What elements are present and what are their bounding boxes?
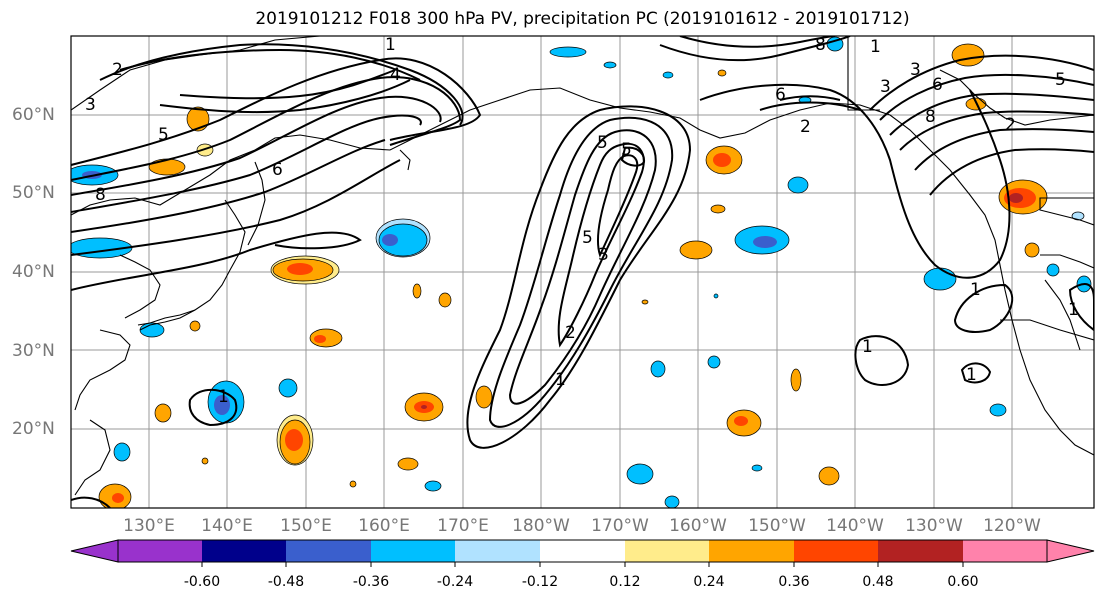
plot-title: 2019101212 F018 300 hPa PV, precipitatio… (255, 9, 910, 29)
pv-label: 1 (970, 280, 981, 300)
pv-label: 5 (1055, 70, 1066, 90)
lat-label: 50°N (12, 183, 55, 203)
lon-label: 130°E (123, 516, 175, 536)
colorbar (70, 539, 1095, 567)
lon-label: 160°W (669, 516, 727, 536)
pv-label: 2 (1005, 115, 1016, 135)
pv-label: 3 (598, 245, 609, 265)
pv-label: 3 (880, 77, 891, 97)
lon-label: 160°E (358, 516, 410, 536)
colorbar-tick-labels: -0.60 -0.48 -0.36 -0.24 -0.12 0.12 0.24 … (184, 574, 979, 590)
longitude-labels: 130°E 140°E 150°E 160°E 170°E 180°W 170°… (123, 516, 1041, 536)
colorbar-tick-label: -0.48 (268, 574, 304, 590)
lon-label: 150°W (748, 516, 806, 536)
pv-label: 1 (862, 337, 873, 357)
colorbar-tick-label: 0.48 (862, 574, 893, 590)
colorbar-extend-low (70, 539, 119, 563)
pv-label: 8 (95, 185, 106, 205)
colorbar-tick-label: -0.36 (353, 574, 389, 590)
lat-label: 30°N (12, 341, 55, 361)
lon-label: 120°W (983, 516, 1041, 536)
pv-label: 2 (565, 323, 576, 343)
colorbar-segment (878, 540, 963, 562)
lon-label: 140°E (201, 516, 253, 536)
colorbar-tick-label: 0.12 (609, 574, 640, 590)
pv-label: 6 (932, 75, 943, 95)
pv-label: 6 (775, 85, 786, 105)
pv-label: 3 (910, 60, 921, 80)
pv-label: 2 (800, 117, 811, 137)
colorbar-segment (202, 540, 286, 562)
pv-label: 1 (555, 370, 566, 390)
pv-label: 2 (112, 60, 123, 80)
colorbar-segment (963, 540, 1047, 562)
lat-label: 60°N (12, 105, 55, 125)
colorbar-segment (118, 540, 202, 562)
pv-label: 8 (815, 35, 826, 55)
lon-label: 140°W (826, 516, 884, 536)
pv-label: 1 (870, 37, 881, 57)
lon-label: 150°E (280, 516, 332, 536)
pv-label: 1 (385, 35, 396, 55)
colorbar-segment (371, 540, 455, 562)
colorbar-tick-label: 0.36 (778, 574, 809, 590)
pv-label: 8 (925, 107, 936, 127)
pv-label: 3 (85, 95, 96, 115)
colorbar-segment (709, 540, 794, 562)
colorbar-segment (625, 540, 709, 562)
colorbar-segment (455, 540, 540, 562)
map-border (70, 35, 1095, 509)
colorbar-segment (794, 540, 878, 562)
lat-label: 20°N (12, 419, 55, 439)
pv-label: 5 (158, 125, 169, 145)
latitude-labels: 60°N 50°N 40°N 30°N 20°N (12, 105, 55, 439)
pv-label: 1 (1068, 300, 1079, 320)
pv-label: 4 (390, 65, 401, 85)
colorbar-outline (117, 539, 1048, 563)
pv-label-group: 1 2 3 4 5 6 8 1 2 3 5 1 2 3 5 6 8 1 2 3 … (85, 35, 1079, 407)
colorbar-tick-label: 0.24 (693, 574, 724, 590)
colorbar-tick-label: -0.24 (437, 574, 473, 590)
lon-label: 130°W (905, 516, 963, 536)
pv-contours (71, 36, 1094, 508)
colorbar-extend-high (1046, 539, 1095, 563)
pv-label: 5 (582, 228, 593, 248)
lon-label: 170°W (591, 516, 649, 536)
lat-label: 40°N (12, 262, 55, 282)
colorbar-tick-label: -0.12 (522, 574, 558, 590)
colorbar-tick-label: -0.60 (184, 574, 220, 590)
map-area: 1 2 3 4 5 6 8 1 2 3 5 1 2 3 5 6 8 1 2 3 … (71, 35, 1094, 508)
colorbar-tick-label: 0.60 (947, 574, 978, 590)
pv-label: 1 (966, 365, 977, 385)
colorbar-segment (286, 540, 371, 562)
pv-label: 6 (272, 160, 283, 180)
pv-label: 5 (597, 133, 608, 153)
pv-label: 1 (218, 387, 229, 407)
colorbar-segment (540, 540, 625, 562)
lon-label: 170°E (437, 516, 489, 536)
lon-label: 180°W (512, 516, 570, 536)
pv-label: 5 (621, 140, 632, 160)
